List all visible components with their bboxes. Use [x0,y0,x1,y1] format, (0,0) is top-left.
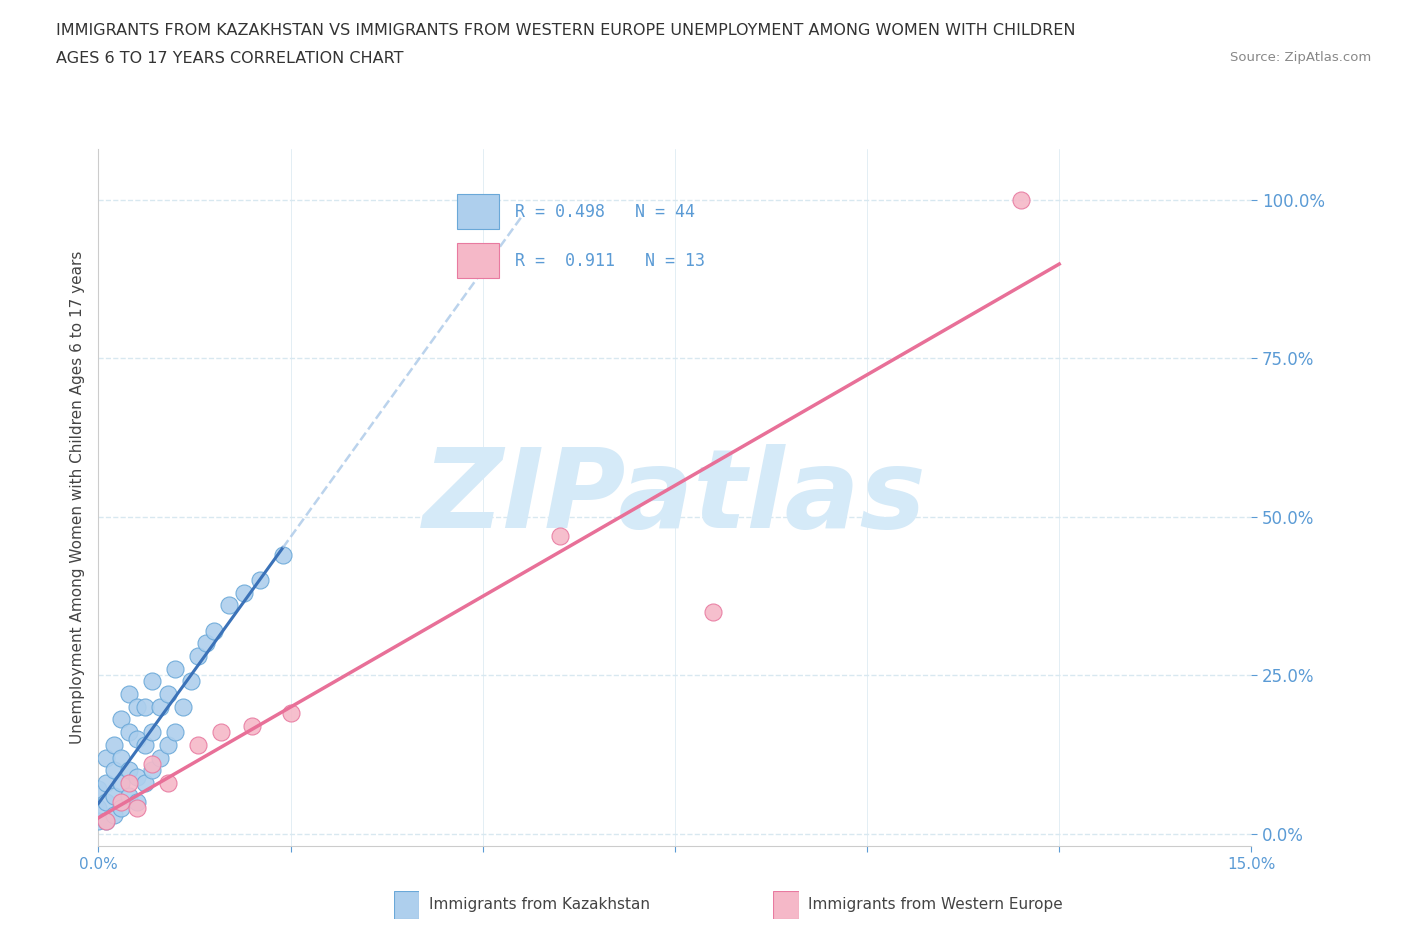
Point [149,751,172,765]
Point [134,776,156,790]
Point [118,788,141,803]
Point [94,814,117,829]
Text: Immigrants from Western Europe: Immigrants from Western Europe [808,897,1063,912]
Point [165,661,187,676]
Bar [457,244,499,278]
Point [165,724,187,739]
Text: R =  0.911   N = 13: R = 0.911 N = 13 [516,252,706,270]
Point [280,706,302,721]
Point [125,699,148,714]
Point [94,751,117,765]
Point [202,623,225,638]
Point [103,807,125,822]
Point [195,636,218,651]
Text: IMMIGRANTS FROM KAZAKHSTAN VS IMMIGRANTS FROM WESTERN EUROPE UNEMPLOYMENT AMONG : IMMIGRANTS FROM KAZAKHSTAN VS IMMIGRANTS… [56,23,1076,38]
Point [125,801,148,816]
Point [94,794,117,809]
Point [110,794,132,809]
Point [118,776,141,790]
Point [548,528,571,543]
Point [94,776,117,790]
Bar [457,194,499,229]
Point [110,776,132,790]
Point [134,699,156,714]
Point [141,763,163,777]
Point [141,724,163,739]
Point [1010,193,1032,207]
Text: AGES 6 TO 17 YEARS CORRELATION CHART: AGES 6 TO 17 YEARS CORRELATION CHART [56,51,404,66]
Point [125,769,148,784]
Point [87,801,110,816]
Point [125,794,148,809]
Point [249,573,271,588]
Point [702,604,724,619]
Point [118,724,141,739]
Text: Source: ZipAtlas.com: Source: ZipAtlas.com [1230,51,1371,64]
Point [149,699,172,714]
Point [94,814,117,829]
Point [271,547,294,562]
Text: ZIPatlas: ZIPatlas [423,444,927,551]
Point [118,763,141,777]
Point [110,751,132,765]
Text: Immigrants from Kazakhstan: Immigrants from Kazakhstan [429,897,650,912]
Point [156,776,179,790]
Point [180,674,202,689]
Point [233,585,256,600]
Point [87,814,110,829]
Point [156,686,179,701]
Point [156,737,179,752]
Text: R = 0.498   N = 44: R = 0.498 N = 44 [516,203,696,221]
Point [118,686,141,701]
Point [125,731,148,746]
Point [187,737,209,752]
Point [134,737,156,752]
Point [141,756,163,771]
Point [187,648,209,663]
Point [209,724,232,739]
Point [218,598,240,613]
Point [87,782,110,797]
Point [103,763,125,777]
Y-axis label: Unemployment Among Women with Children Ages 6 to 17 years: Unemployment Among Women with Children A… [69,251,84,744]
Point [110,712,132,727]
Point [103,737,125,752]
Point [110,801,132,816]
Point [240,718,263,733]
Point [172,699,194,714]
Point [141,674,163,689]
Point [103,788,125,803]
